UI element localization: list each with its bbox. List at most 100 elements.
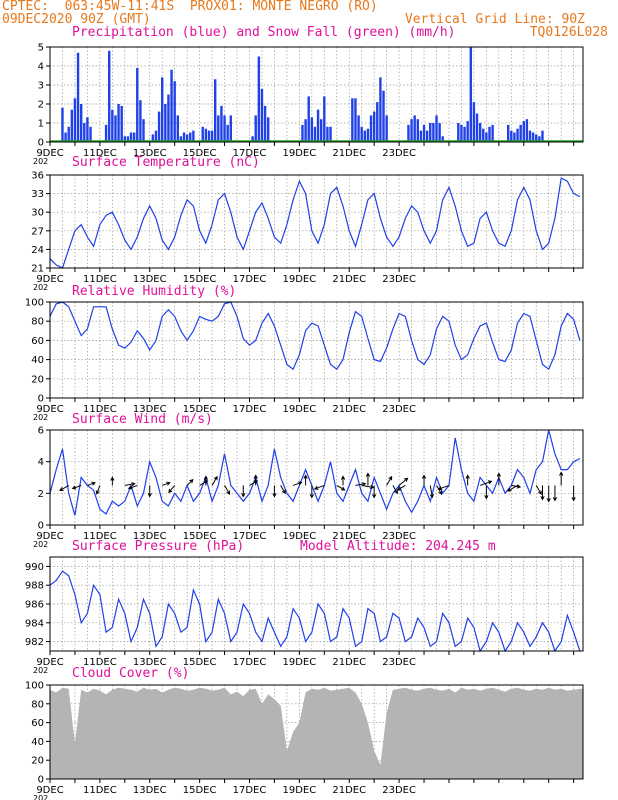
- y-tick-label: 80: [31, 699, 44, 710]
- y-tick-label: 0: [38, 394, 44, 405]
- x-tick-label: 17DEC: [233, 657, 267, 668]
- x-tick-label: 17DEC: [233, 531, 267, 542]
- wind-arrow: [72, 484, 82, 489]
- wind-arrowhead: [571, 497, 576, 502]
- y-tick-label: 40: [31, 737, 44, 748]
- wind-arrowhead: [298, 481, 303, 486]
- precip-bar: [136, 67, 139, 142]
- wind-arrowhead: [168, 488, 173, 494]
- wind-arrow: [438, 484, 450, 490]
- precip-bar: [435, 115, 438, 142]
- wind-arrow: [314, 484, 325, 490]
- precip-bar: [506, 124, 510, 142]
- y-tick-label: 21: [31, 264, 44, 275]
- y-tick-label: 0: [38, 138, 44, 149]
- precip-bar: [538, 136, 541, 142]
- wind-arrowhead: [370, 484, 375, 490]
- wind-arrowhead: [110, 476, 115, 481]
- wind-arrowhead: [241, 493, 246, 498]
- y-tick-label: 4: [38, 62, 44, 73]
- y-tick-label: 60: [31, 718, 44, 729]
- wind-arrow: [392, 485, 398, 494]
- wind-arrowhead: [253, 474, 258, 479]
- chart-panel-4: [46, 556, 584, 655]
- x-tick-label: 17DEC: [233, 274, 267, 285]
- precip-bar: [139, 100, 142, 142]
- precip-bar: [372, 111, 376, 142]
- x-tick-label: 13DEC: [133, 657, 167, 668]
- wind-arrowhead: [437, 486, 443, 491]
- wind-arrowhead: [340, 475, 346, 480]
- precip-bar: [323, 96, 326, 142]
- x-tick-label: 23DEC: [382, 274, 416, 285]
- x-tick-label: 9DEC: [36, 148, 63, 159]
- pressure-title: Surface Pressure (hPa): [72, 539, 245, 554]
- x-tick-label: 9DEC: [36, 657, 63, 668]
- wind-arrow: [280, 485, 286, 494]
- wind-arrowhead: [127, 485, 133, 490]
- wind-arrow: [87, 482, 96, 486]
- y-tick-label: 0: [38, 775, 44, 786]
- wind-arrowhead: [303, 474, 308, 479]
- precip-bar: [441, 136, 444, 142]
- y-tick-label: 0: [38, 521, 44, 532]
- precip-bar: [108, 50, 111, 142]
- chart-panel-5: [46, 684, 584, 783]
- header-station: CPTEC: 063:45W-11:41S PROX01: MONTE NEGR…: [2, 0, 378, 14]
- x-tick-label: 11DEC: [83, 404, 117, 415]
- precip-bar: [254, 115, 257, 142]
- x-tick-label: 9DEC: [36, 274, 63, 285]
- precip-bar: [319, 119, 323, 142]
- precip-bar: [541, 130, 544, 142]
- x-tick-label: 21DEC: [332, 785, 366, 796]
- precip-bar: [67, 126, 70, 142]
- precip-bar: [154, 130, 158, 142]
- x-tick-label: 21DEC: [332, 531, 366, 542]
- precip-bar: [310, 117, 314, 142]
- x-tick-label: 19DEC: [282, 274, 316, 285]
- y-tick-label: 33: [31, 189, 44, 200]
- x-tick-label: 13DEC: [133, 274, 167, 285]
- y-tick-label: 988: [25, 581, 44, 592]
- wind-arrow: [124, 483, 135, 486]
- wind-arrowhead: [372, 494, 377, 499]
- precip-bar: [132, 132, 136, 142]
- x-tick-label: 17DEC: [233, 148, 267, 159]
- wind-arrow: [361, 484, 374, 488]
- precip-bar: [416, 119, 420, 142]
- precip-bar: [263, 105, 267, 142]
- precip-bar: [179, 136, 183, 142]
- wind-arrowhead: [496, 472, 501, 477]
- precip-bar: [86, 117, 89, 142]
- wind-arrowhead: [421, 474, 427, 479]
- precip-bar: [182, 132, 186, 142]
- y-tick-label: 36: [31, 171, 44, 182]
- precip-bar: [369, 115, 373, 142]
- y-tick-label: 1: [38, 119, 44, 130]
- x-tick-label: 9DEC: [36, 785, 63, 796]
- wind-arrow: [336, 484, 345, 491]
- wind-arrowhead: [465, 474, 470, 479]
- y-tick-label: 40: [31, 355, 44, 366]
- precip-bar: [170, 69, 173, 142]
- y-tick-label: 80: [31, 317, 44, 328]
- wind-arrow: [398, 477, 408, 486]
- y-tick-label: 982: [25, 637, 44, 648]
- wind-arrowhead: [388, 475, 393, 481]
- x-year-label: 202: [33, 413, 48, 422]
- precip-bar: [525, 119, 529, 142]
- wind-arrow: [436, 485, 442, 495]
- y-tick-label: 2: [38, 100, 44, 111]
- x-tick-label: 15DEC: [183, 404, 217, 415]
- wind-arrow: [168, 485, 176, 493]
- x-tick-label: 15DEC: [183, 785, 217, 796]
- precip-bar: [185, 134, 189, 142]
- x-tick-label: 23DEC: [382, 404, 416, 415]
- precip-bar: [126, 136, 130, 142]
- wind-arrowhead: [559, 471, 564, 476]
- wind-arrowhead: [313, 485, 319, 490]
- y-tick-label: 984: [25, 618, 44, 629]
- precip-bar: [220, 105, 223, 142]
- precip-bar: [83, 123, 86, 142]
- precip-bar: [419, 130, 423, 142]
